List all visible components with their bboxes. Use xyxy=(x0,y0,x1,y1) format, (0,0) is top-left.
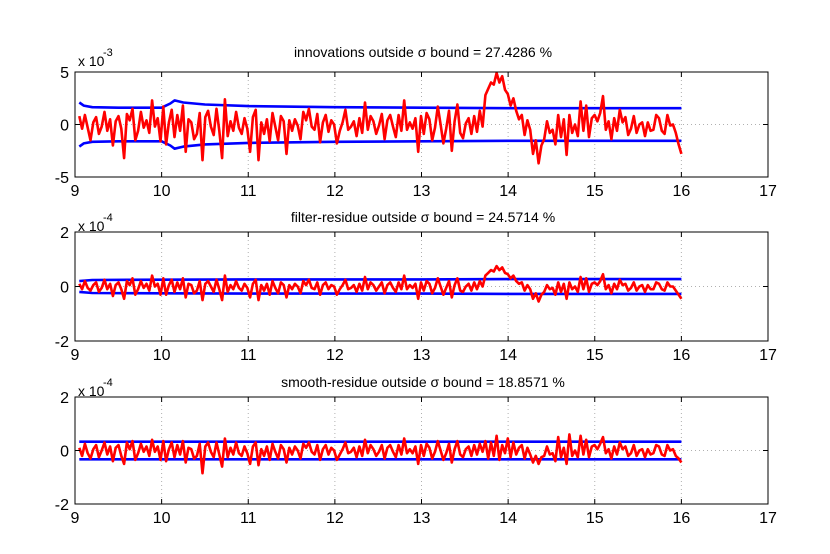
smooth-residue-x-tick-label: 13 xyxy=(413,510,431,527)
innovations-x-tick-label: 15 xyxy=(586,183,604,200)
innovations-title: innovations outside σ bound = 27.4286 % xyxy=(294,44,552,60)
filter-residue-x-tick-label: 16 xyxy=(672,347,690,364)
filter-residue-x-tick-label: 9 xyxy=(71,347,80,364)
filter-residue-x-tick-label: 11 xyxy=(240,347,257,364)
innovations-series-line xyxy=(78,71,683,165)
smooth-residue-x-tick-label: 17 xyxy=(759,510,777,527)
smooth-residue-x-tick-label: 9 xyxy=(71,510,80,527)
smooth-residue-x-tick-label: 16 xyxy=(672,510,690,527)
filter-residue-x-tick-label: 13 xyxy=(413,347,431,364)
smooth-residue-x-tick-label: 12 xyxy=(326,510,344,527)
innovations-x-tick-label: 17 xyxy=(759,183,777,200)
innovations-x-tick-label: 13 xyxy=(413,183,431,200)
smooth-residue-subplot: smooth-residue outside σ bound = 18.8571… xyxy=(55,374,777,527)
smooth-residue-y-tick-label: 2 xyxy=(60,390,69,407)
smooth-residue-x-tick-label: 11 xyxy=(240,510,257,527)
filter-residue-x-tick-label: 17 xyxy=(759,347,777,364)
innovations-lower-bound-line xyxy=(78,139,682,150)
innovations-y-tick-label: 0 xyxy=(60,118,69,135)
filter-residue-title: filter-residue outside σ bound = 24.5714… xyxy=(291,209,555,225)
filter-residue-series-line xyxy=(78,264,683,303)
innovations-x-tick-label: 10 xyxy=(153,183,171,200)
filter-residue-subplot: filter-residue outside σ bound = 24.5714… xyxy=(55,209,777,364)
smooth-residue-series-line xyxy=(78,433,683,475)
filter-residue-x-tick-label: 12 xyxy=(326,347,344,364)
innovations-upper-bound-line xyxy=(78,99,682,110)
filter-residue-y-tick-label: 2 xyxy=(60,225,69,242)
innovations-exponent-power: -3 xyxy=(103,47,113,59)
smooth-residue-y-tick-label: -2 xyxy=(55,497,69,514)
smooth-residue-y-tick-label: 0 xyxy=(60,444,69,461)
innovations-exponent-base: x 10 xyxy=(78,53,105,69)
filter-residue-y-tick-label: 0 xyxy=(60,280,69,297)
filter-residue-upper-bound-line xyxy=(79,277,682,283)
smooth-residue-x-tick-label: 15 xyxy=(586,510,604,527)
smooth-residue-title: smooth-residue outside σ bound = 18.8571… xyxy=(281,374,565,390)
innovations-x-tick-label: 11 xyxy=(240,183,257,200)
smooth-residue-x-tick-label: 14 xyxy=(499,510,517,527)
innovations-y-tick-label: -5 xyxy=(55,170,69,187)
filter-residue-x-tick-label: 10 xyxy=(153,347,171,364)
filter-residue-x-tick-label: 15 xyxy=(586,347,604,364)
filter-residue-exponent-power: -4 xyxy=(103,212,113,224)
innovations-x-tick-label: 16 xyxy=(672,183,690,200)
innovations-y-tick-label: 5 xyxy=(60,65,69,82)
smooth-residue-x-tick-label: 10 xyxy=(153,510,171,527)
innovations-x-tick-label: 14 xyxy=(499,183,517,200)
innovations-x-tick-label: 12 xyxy=(326,183,344,200)
smooth-residue-exponent-base: x 10 xyxy=(78,383,105,399)
innovations-subplot: innovations outside σ bound = 27.4286 % … xyxy=(55,44,777,200)
filter-residue-x-tick-label: 14 xyxy=(499,347,517,364)
filter-residue-exponent-base: x 10 xyxy=(78,218,105,234)
filter-residue-y-tick-label: -2 xyxy=(55,334,69,351)
smooth-residue-exponent-power: -4 xyxy=(103,377,113,389)
innovations-x-tick-label: 9 xyxy=(71,183,80,200)
